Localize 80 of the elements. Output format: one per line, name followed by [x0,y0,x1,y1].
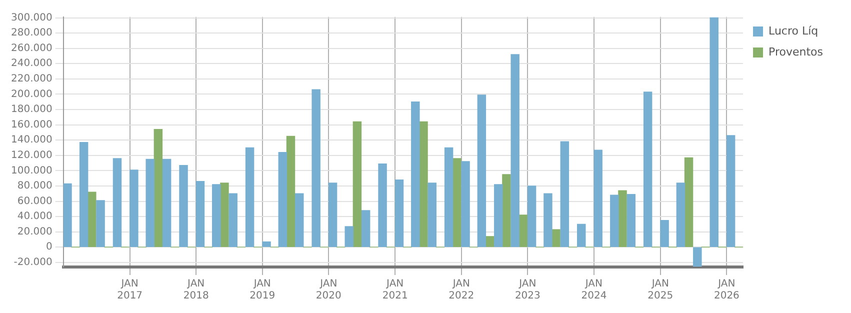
bar [130,170,138,247]
bar [444,147,454,247]
bar [228,193,238,247]
bar [344,226,354,247]
y-tick-label: 80.000 [17,180,52,192]
bar [485,236,494,247]
bar [494,184,503,247]
bar [196,181,205,247]
bar [154,129,163,247]
bar [179,164,188,247]
bar [676,182,686,247]
y-tick-label: 60.000 [17,196,52,207]
y-tick-label: 120.000 [10,150,52,161]
y-tick-label: 180.000 [10,104,52,116]
x-tick-label: JAN 2026 [714,278,740,302]
x-tick-label: JAN 2023 [514,278,540,302]
x-tick-label: JAN 2019 [250,278,276,302]
bar [262,241,271,247]
x-tick-label: JAN 2024 [581,278,607,302]
bar [295,193,304,247]
y-tick-label: 140.000 [10,134,52,146]
bar [328,182,338,247]
bar [510,54,520,247]
bar [577,224,586,247]
bar [352,121,362,247]
legend-label: Lucro Líq [768,24,818,38]
x-tick-label: JAN 2022 [448,278,474,302]
bar [63,183,72,247]
y-tick-label: 280.000 [10,28,52,39]
bar [452,158,462,247]
bar [378,163,387,247]
bar [710,17,718,247]
bar [278,152,288,247]
y-tick-label: 300.000 [10,12,52,24]
bar [428,182,436,247]
y-tick-label: -20.000 [14,257,52,268]
bar [626,194,636,247]
bar [560,141,570,247]
bar [88,192,96,247]
x-tick-label: JAN 2018 [183,278,209,302]
bar [610,194,619,247]
bar [643,92,652,247]
x-tick-label: JAN 2021 [382,278,408,302]
bar [527,186,536,247]
y-tick-label: 0 [46,242,52,253]
bar [618,190,627,247]
bar [726,135,736,247]
bar [411,102,420,247]
bar [477,94,486,247]
bar [96,200,105,247]
bar [544,193,552,247]
bar [79,142,88,247]
bar [461,161,470,247]
y-tick-label: 160.000 [10,119,52,130]
bar [660,220,669,247]
bar [693,247,702,267]
x-tick-label: JAN 2025 [648,278,674,302]
bar [112,158,122,247]
bar [212,184,221,247]
y-tick-label: 100.000 [10,165,52,176]
y-tick-label: 240.000 [10,58,52,70]
legend-label: Proventos [768,45,824,58]
y-tick-label: 260.000 [10,42,52,54]
bar [146,158,154,247]
bar [594,150,602,247]
bar [518,214,528,247]
y-tick-label: 200.000 [10,88,52,100]
bar [552,229,560,247]
bar [162,158,172,247]
bar [245,147,254,247]
y-tick-label: 20.000 [17,226,52,238]
bar [312,89,320,247]
y-tick-label: 220.000 [10,74,52,85]
bar [684,157,694,247]
x-tick-label: JAN 2017 [117,278,143,302]
bar [394,180,404,247]
x-tick-label: JAN 2020 [316,278,342,302]
bar [286,136,296,247]
y-tick-label: 40.000 [17,211,52,222]
bar [361,210,370,247]
